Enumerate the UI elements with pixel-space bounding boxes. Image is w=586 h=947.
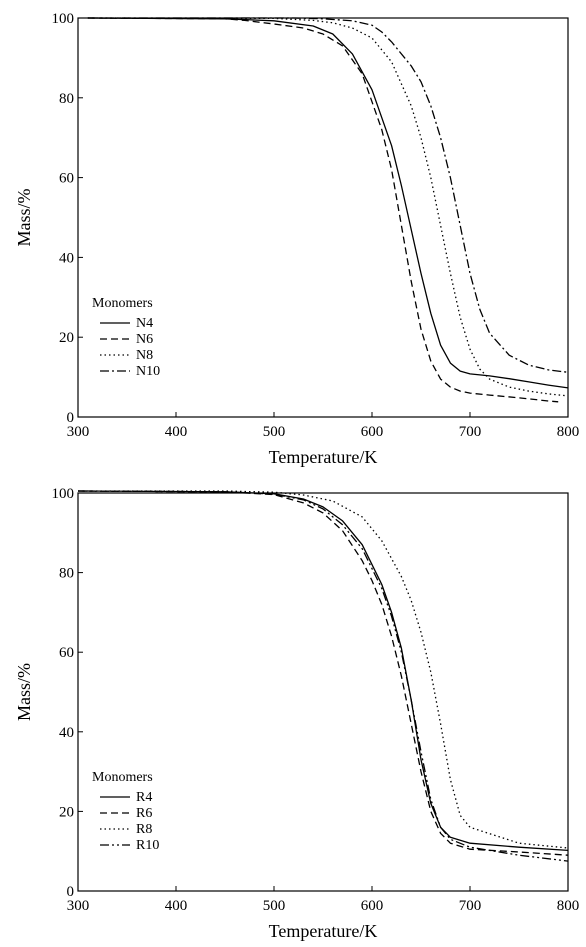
series-line-n8 (87, 17, 569, 397)
series-line-r10 (77, 490, 569, 862)
y-tick-label: 80 (59, 91, 74, 107)
series-line-n10 (87, 17, 569, 373)
x-tick-label: 500 (263, 424, 286, 440)
x-axis-title: Temperature/K (269, 447, 378, 467)
legend-label-n8: N8 (136, 348, 153, 363)
x-tick-label: 400 (165, 898, 188, 914)
x-axis-title: Temperature/K (269, 921, 378, 941)
plot-frame (77, 492, 569, 892)
y-tick-label: 100 (52, 486, 75, 502)
chart-panel-1: 300 400 500 600 700 800 0 20 40 60 80 100 Temperatur… (14, 11, 579, 467)
y-axis-title: Mass/% (14, 188, 34, 246)
chart-panel-2: 300 400 500 600 700 800 0 20 40 60 80 100 Temperatur… (14, 486, 579, 941)
legend-label-n4: N4 (136, 316, 153, 331)
y-tick-label: 80 (59, 566, 74, 582)
x-tick-label: 700 (459, 424, 482, 440)
x-tick-label: 300 (67, 898, 90, 914)
legend-label-r6: R6 (136, 806, 152, 821)
x-tick-label: 400 (165, 424, 188, 440)
series-line-n4 (87, 17, 569, 389)
legend-label-n10: N10 (136, 364, 160, 379)
y-tick-label: 0 (67, 410, 75, 426)
x-tick-label: 700 (459, 898, 482, 914)
y-tick-label: 40 (59, 725, 74, 741)
x-tick-label: 500 (263, 898, 286, 914)
legend-label-r4: R4 (136, 790, 152, 805)
series-line-n6 (87, 17, 559, 403)
y-tick-label: 0 (67, 884, 75, 900)
y-tick-label: 60 (59, 645, 74, 661)
plot-frame (77, 17, 569, 418)
series-line-r4 (77, 490, 569, 852)
x-tick-label: 800 (557, 898, 580, 914)
y-tick-label: 20 (59, 330, 74, 346)
x-tick-label: 600 (361, 898, 384, 914)
legend-title: Monomers (92, 770, 153, 785)
legend-label-n6: N6 (136, 332, 153, 347)
y-tick-label: 40 (59, 250, 74, 266)
y-tick-label: 60 (59, 171, 74, 187)
x-tick-label: 600 (361, 424, 384, 440)
series-line-r8 (78, 490, 569, 849)
y-tick-label: 100 (52, 11, 75, 27)
series-line-r6 (77, 490, 569, 856)
y-tick-label: 20 (59, 804, 74, 820)
legend-title: Monomers (92, 296, 153, 311)
x-tick-label: 800 (557, 424, 580, 440)
legend-label-r10: R10 (136, 838, 159, 853)
legend-label-r8: R8 (136, 822, 152, 837)
y-axis-title: Mass/% (14, 663, 34, 721)
x-tick-label: 300 (67, 424, 90, 440)
